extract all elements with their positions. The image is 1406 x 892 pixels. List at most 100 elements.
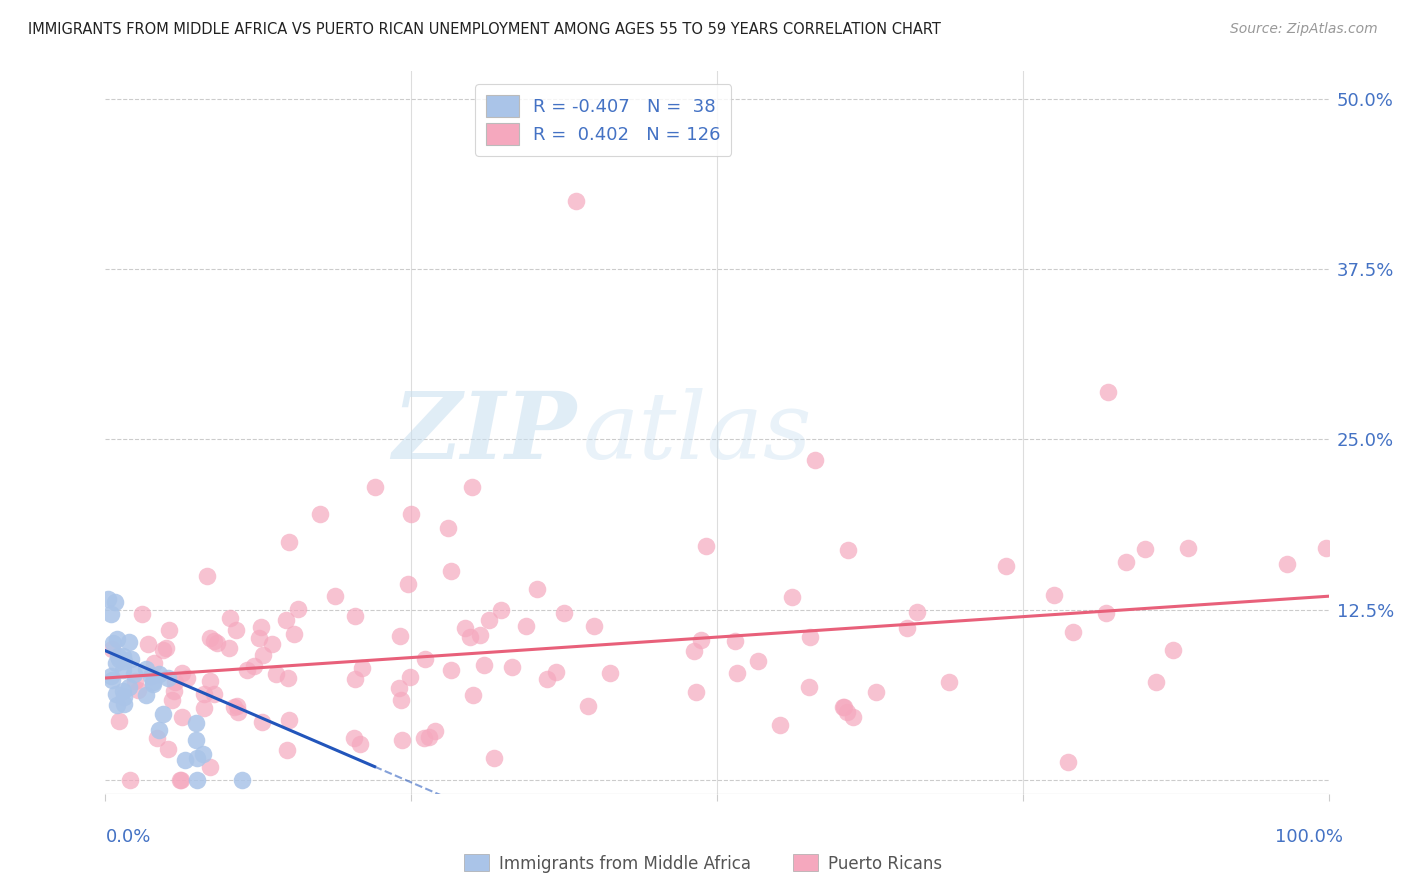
Point	[344, 673, 367, 687]
Point	[468, 627, 491, 641]
Point	[1133, 541, 1156, 556]
Point	[104, 595, 127, 609]
Point	[176, 671, 198, 685]
Point	[155, 640, 177, 655]
Point	[141, 668, 163, 682]
Point	[198, 631, 221, 645]
Point	[553, 606, 575, 620]
Point	[1315, 541, 1337, 555]
Point	[387, 681, 409, 696]
Point	[1144, 674, 1167, 689]
Point	[184, 716, 207, 731]
Point	[277, 672, 299, 686]
Point	[193, 700, 215, 714]
Point	[202, 633, 225, 648]
Point	[832, 700, 855, 714]
Point	[413, 651, 436, 665]
Point	[224, 700, 246, 714]
Point	[780, 590, 803, 604]
Point	[142, 676, 165, 690]
Point	[157, 671, 180, 685]
Point	[252, 648, 274, 663]
Point	[576, 699, 599, 714]
Point	[599, 666, 621, 681]
Point	[218, 641, 240, 656]
Text: 0.0%: 0.0%	[105, 828, 150, 846]
Point	[325, 590, 347, 604]
Point	[142, 674, 165, 689]
Point	[841, 710, 863, 724]
Point	[111, 663, 134, 677]
Text: atlas: atlas	[582, 388, 813, 477]
Point	[264, 667, 287, 681]
Point	[725, 665, 748, 680]
Point	[276, 743, 298, 757]
Point	[103, 635, 125, 649]
Point	[198, 759, 221, 773]
Point	[198, 674, 221, 689]
Point	[683, 644, 706, 658]
Point	[225, 698, 247, 713]
Point	[896, 621, 918, 635]
Point	[174, 753, 197, 767]
Point	[832, 700, 855, 714]
Point	[236, 663, 259, 677]
Point	[160, 693, 183, 707]
Point	[274, 613, 297, 627]
Point	[205, 636, 228, 650]
Point	[546, 665, 568, 679]
Point	[112, 683, 135, 698]
Point	[107, 649, 129, 664]
Point	[111, 648, 134, 663]
Point	[399, 508, 422, 522]
Point	[995, 558, 1018, 573]
Point	[747, 654, 769, 668]
Point	[156, 741, 179, 756]
Point	[308, 508, 330, 522]
Point	[463, 689, 485, 703]
Point	[287, 601, 309, 615]
Point	[131, 607, 153, 621]
Point	[169, 773, 191, 788]
Point	[1057, 755, 1080, 769]
Point	[515, 618, 537, 632]
Point	[250, 714, 273, 729]
Legend: Immigrants from Middle Africa, Puerto Ricans: Immigrants from Middle Africa, Puerto Ri…	[457, 847, 949, 880]
Point	[278, 534, 301, 549]
Text: 100.0%: 100.0%	[1275, 828, 1343, 846]
Point	[105, 698, 128, 713]
Point	[148, 723, 170, 737]
Point	[352, 660, 374, 674]
Point	[186, 773, 208, 788]
Point	[172, 666, 194, 681]
Point	[135, 688, 157, 702]
Point	[482, 751, 505, 765]
Point	[169, 773, 191, 788]
Point	[191, 747, 214, 762]
Point	[138, 637, 160, 651]
Point	[186, 751, 208, 765]
Point	[865, 684, 887, 698]
Text: IMMIGRANTS FROM MIDDLE AFRICA VS PUERTO RICAN UNEMPLOYMENT AMONG AGES 55 TO 59 Y: IMMIGRANTS FROM MIDDLE AFRICA VS PUERTO …	[28, 22, 941, 37]
Point	[262, 637, 284, 651]
Point	[440, 564, 463, 578]
Point	[163, 684, 186, 698]
Point	[938, 675, 960, 690]
Legend: R = -0.407   N =  38, R =  0.402   N = 126: R = -0.407 N = 38, R = 0.402 N = 126	[475, 84, 731, 156]
Point	[837, 542, 859, 557]
Point	[104, 687, 127, 701]
Point	[143, 657, 166, 671]
Point	[101, 641, 124, 656]
Point	[349, 737, 371, 751]
Point	[526, 582, 548, 597]
Point	[835, 705, 858, 719]
Point	[423, 723, 446, 738]
Point	[478, 613, 501, 627]
Point	[724, 634, 747, 648]
Point	[118, 680, 141, 694]
Point	[112, 690, 135, 704]
Point	[804, 453, 827, 467]
Point	[685, 685, 707, 699]
Point	[127, 683, 149, 698]
Point	[193, 687, 215, 701]
